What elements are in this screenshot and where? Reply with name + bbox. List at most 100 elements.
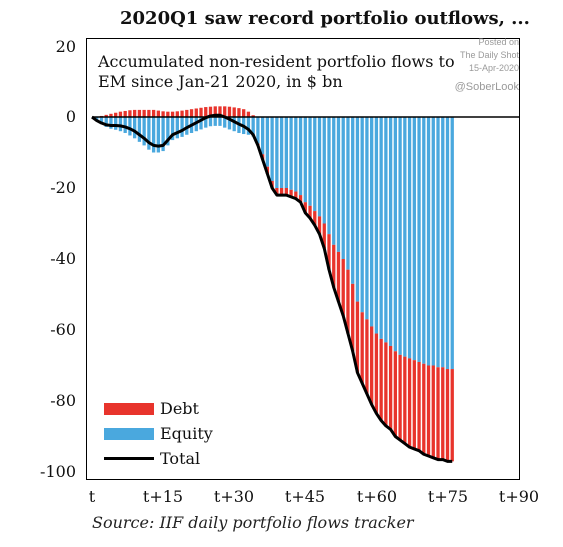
equity-bar	[450, 117, 454, 370]
equity-bar	[445, 117, 450, 370]
debt-bar	[450, 369, 454, 462]
debt-bar	[114, 112, 118, 117]
equity-bar	[104, 117, 108, 127]
debt-bar	[246, 111, 251, 117]
equity-bar	[346, 117, 350, 270]
debt-bar	[317, 216, 322, 235]
equity-bar	[308, 117, 312, 206]
equity-bar	[256, 117, 260, 144]
debt-bar	[242, 109, 246, 117]
equity-bar	[388, 117, 393, 346]
equity-bar	[327, 117, 331, 235]
x-tick-label: t+30	[213, 487, 255, 506]
debt-bar	[175, 111, 179, 117]
equity-bar	[204, 117, 208, 128]
debt-bar	[147, 109, 151, 117]
debt-bar	[251, 115, 255, 117]
watermark-handle: @SoberLook	[454, 81, 519, 93]
equity-bar	[407, 117, 412, 359]
debt-bar	[407, 358, 412, 448]
debt-bar	[284, 188, 288, 196]
debt-bar	[308, 205, 312, 219]
legend-item-total: Total	[104, 446, 213, 471]
equity-bar	[317, 117, 322, 217]
watermark-line-3: 15-Apr-2020	[468, 63, 519, 73]
equity-bar	[199, 117, 203, 130]
equity-bar	[123, 117, 127, 133]
equity-bar	[232, 117, 236, 132]
debt-bar	[384, 342, 388, 426]
equity-bar	[246, 117, 251, 135]
equity-bar	[128, 117, 132, 136]
debt-bar	[360, 312, 364, 384]
equity-bar	[341, 117, 345, 259]
debt-bar	[422, 363, 426, 455]
equity-bar	[412, 117, 416, 361]
debt-bar	[303, 202, 307, 213]
equity-bar	[223, 117, 227, 128]
equity-bar	[351, 117, 355, 284]
watermark-line-1: Posted on	[478, 37, 519, 47]
equity-bar	[313, 117, 317, 212]
equity-bar	[175, 117, 179, 139]
equity-bar	[109, 117, 113, 129]
debt-bar	[104, 114, 108, 117]
debt-bar	[351, 283, 355, 352]
chart-title-line-2: EM since Jan-21 2020, in $ bn	[98, 72, 343, 91]
debt-bar	[426, 365, 431, 457]
equity-bar	[213, 117, 217, 126]
debt-bar	[208, 106, 213, 117]
debt-bar	[374, 333, 379, 414]
equity-bar	[185, 117, 189, 135]
equity-bar	[284, 117, 288, 188]
equity-bar	[151, 117, 156, 153]
equity-bar	[156, 117, 161, 153]
legend-label-total: Total	[160, 449, 201, 468]
debt-bar	[355, 301, 360, 373]
equity-bar	[166, 117, 170, 146]
legend-swatch-equity	[104, 427, 154, 440]
plot-frame	[86, 38, 520, 480]
debt-bar	[161, 111, 165, 117]
equity-bar	[294, 117, 298, 192]
equity-bar	[227, 117, 232, 130]
debt-bar	[170, 111, 175, 117]
equity-bar	[355, 117, 360, 302]
equity-bars	[95, 117, 454, 370]
debt-bar	[431, 365, 435, 458]
equity-bar	[142, 117, 146, 146]
y-tick-label: -80	[50, 391, 76, 410]
debt-bar	[417, 361, 421, 451]
debt-bar	[412, 360, 416, 449]
y-tick-label: -100	[40, 462, 76, 481]
debt-bar	[185, 109, 189, 117]
debt-bar	[213, 106, 217, 117]
debt-bar	[227, 106, 232, 117]
watermark: Posted on The Daily Shot 15-Apr-2020 @So…	[455, 36, 519, 94]
equity-bar	[251, 117, 255, 137]
x-tick-label: t	[88, 487, 96, 506]
legend-label-equity: Equity	[160, 424, 213, 443]
debt-bar	[142, 109, 146, 117]
equity-bar	[279, 117, 284, 188]
debt-bar	[118, 111, 123, 117]
equity-bar	[398, 117, 402, 355]
x-tick-label: t+45	[284, 487, 326, 506]
equity-bar	[303, 117, 307, 203]
debt-bar	[128, 110, 132, 117]
debt-bar	[398, 354, 402, 441]
equity-bar	[436, 117, 440, 368]
debt-bar	[393, 351, 398, 437]
equity-bar	[431, 117, 435, 366]
debt-bar	[441, 367, 445, 460]
equity-bar	[260, 117, 265, 155]
debt-bar	[123, 110, 127, 117]
debt-bar	[279, 188, 284, 196]
debt-bar	[151, 109, 156, 117]
equity-bar	[218, 117, 222, 126]
equity-bar	[365, 117, 369, 320]
debt-bar	[237, 108, 241, 118]
equity-bar	[417, 117, 421, 362]
total-line	[91, 113, 453, 463]
